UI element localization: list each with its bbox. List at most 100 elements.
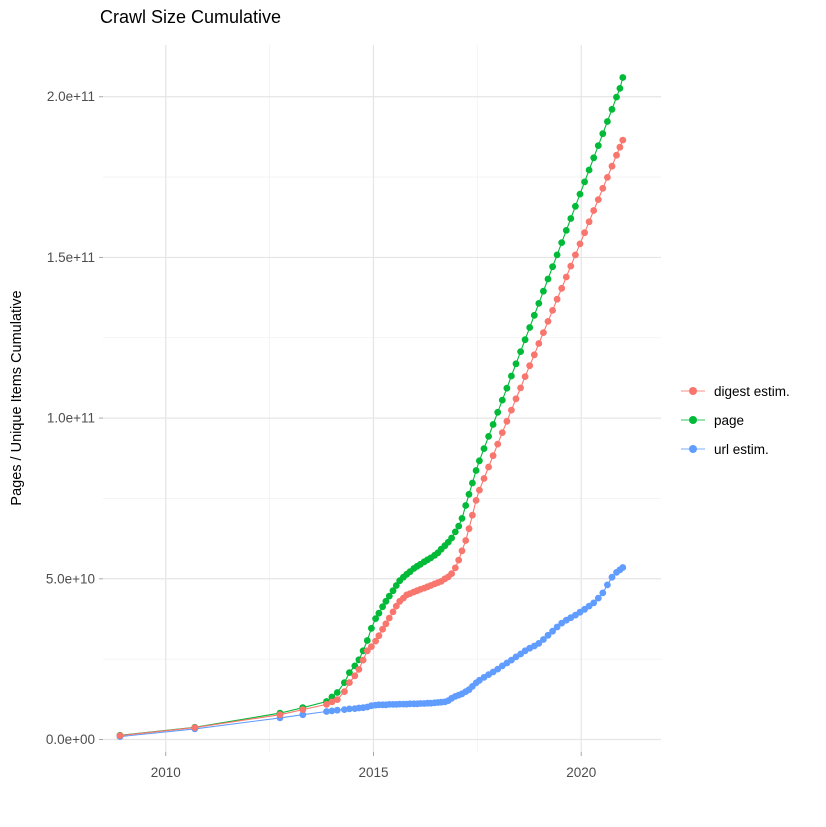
data-point — [590, 154, 598, 162]
data-point — [508, 406, 515, 414]
axis-ticks — [99, 96, 582, 756]
data-point — [544, 275, 552, 283]
legend-key-dot-line-icon — [680, 383, 706, 399]
data-point — [351, 672, 359, 680]
legend-key-dot-line-icon — [680, 441, 706, 457]
data-point — [512, 395, 520, 403]
series-line — [119, 567, 624, 738]
data-point — [526, 324, 534, 331]
data-point — [392, 582, 400, 589]
data-point — [382, 620, 390, 628]
data-point — [346, 705, 353, 713]
x-tick-label: 2020 — [566, 765, 596, 780]
series-url-estim- — [116, 564, 627, 740]
data-point — [299, 711, 307, 719]
series-page — [116, 74, 627, 739]
data-point — [604, 174, 611, 181]
data-point — [372, 637, 379, 645]
data-point — [581, 178, 588, 186]
data-point — [576, 190, 584, 198]
y-axis-title: Pages / Unique Items Cumulative — [9, 290, 25, 506]
data-point — [553, 251, 561, 259]
data-point — [616, 143, 624, 151]
legend-item-page: page — [680, 410, 790, 430]
data-point — [476, 486, 483, 494]
data-point — [379, 625, 386, 633]
data-point — [544, 631, 552, 639]
data-point — [594, 196, 602, 204]
data-point — [530, 311, 538, 319]
legend: digest estim. page url estim. — [680, 381, 790, 468]
data-point — [553, 295, 561, 303]
data-point — [526, 362, 534, 370]
data-point — [613, 151, 620, 159]
data-point — [558, 284, 566, 292]
data-point — [521, 336, 529, 344]
data-point — [485, 433, 492, 440]
y-tick-label: 2.0e+11 — [47, 89, 95, 104]
data-point — [341, 688, 348, 695]
data-point — [562, 273, 570, 281]
data-point — [535, 340, 543, 347]
data-point — [599, 130, 607, 138]
data-point — [485, 463, 492, 471]
data-point — [328, 693, 336, 701]
legend-key-svg — [681, 387, 705, 395]
data-point — [535, 300, 543, 307]
data-point — [385, 592, 393, 600]
data-point — [480, 445, 488, 452]
data-point — [469, 479, 476, 487]
data-point — [448, 570, 455, 577]
data-point — [572, 251, 579, 259]
data-point — [375, 632, 383, 640]
data-point — [599, 184, 607, 192]
data-point — [604, 118, 611, 125]
data-point — [276, 711, 284, 719]
data-point — [346, 669, 353, 676]
data-point — [455, 522, 463, 530]
data-point — [363, 647, 371, 655]
data-point — [333, 689, 341, 696]
data-point — [346, 679, 353, 686]
data-point — [359, 656, 367, 664]
data-point — [480, 475, 488, 482]
major-gridlines — [103, 45, 661, 752]
data-point — [328, 698, 336, 706]
data-point — [572, 202, 579, 210]
data-point — [363, 637, 371, 644]
data-point — [540, 287, 547, 295]
data-point — [549, 263, 556, 271]
legend-label: page — [714, 412, 745, 428]
data-point — [472, 497, 480, 504]
data-point — [389, 587, 397, 595]
data-point — [619, 74, 627, 81]
data-point — [489, 452, 497, 460]
data-point — [476, 457, 483, 465]
data-point — [341, 679, 348, 686]
data-point — [116, 732, 124, 739]
data-point — [451, 528, 459, 536]
data-point — [540, 636, 547, 643]
data-point — [458, 515, 466, 522]
data-point — [498, 429, 506, 436]
data-point — [608, 573, 616, 581]
data-point — [341, 706, 348, 713]
data-point — [323, 701, 330, 708]
data-point — [472, 467, 480, 474]
data-point — [489, 421, 497, 428]
data-point — [540, 329, 547, 336]
data-point — [462, 537, 470, 544]
data-point — [333, 706, 341, 714]
data-point — [517, 384, 524, 392]
legend-item-url-estim: url estim. — [680, 439, 790, 459]
x-tick-label: 2010 — [151, 765, 181, 780]
data-point — [494, 440, 502, 448]
data-point — [567, 262, 575, 270]
data-point — [191, 724, 199, 731]
chart-title: Crawl Size Cumulative — [100, 7, 282, 27]
data-point — [567, 215, 575, 222]
data-point — [382, 597, 390, 605]
data-point — [558, 239, 566, 247]
data-point — [368, 643, 375, 650]
data-point — [585, 166, 593, 174]
